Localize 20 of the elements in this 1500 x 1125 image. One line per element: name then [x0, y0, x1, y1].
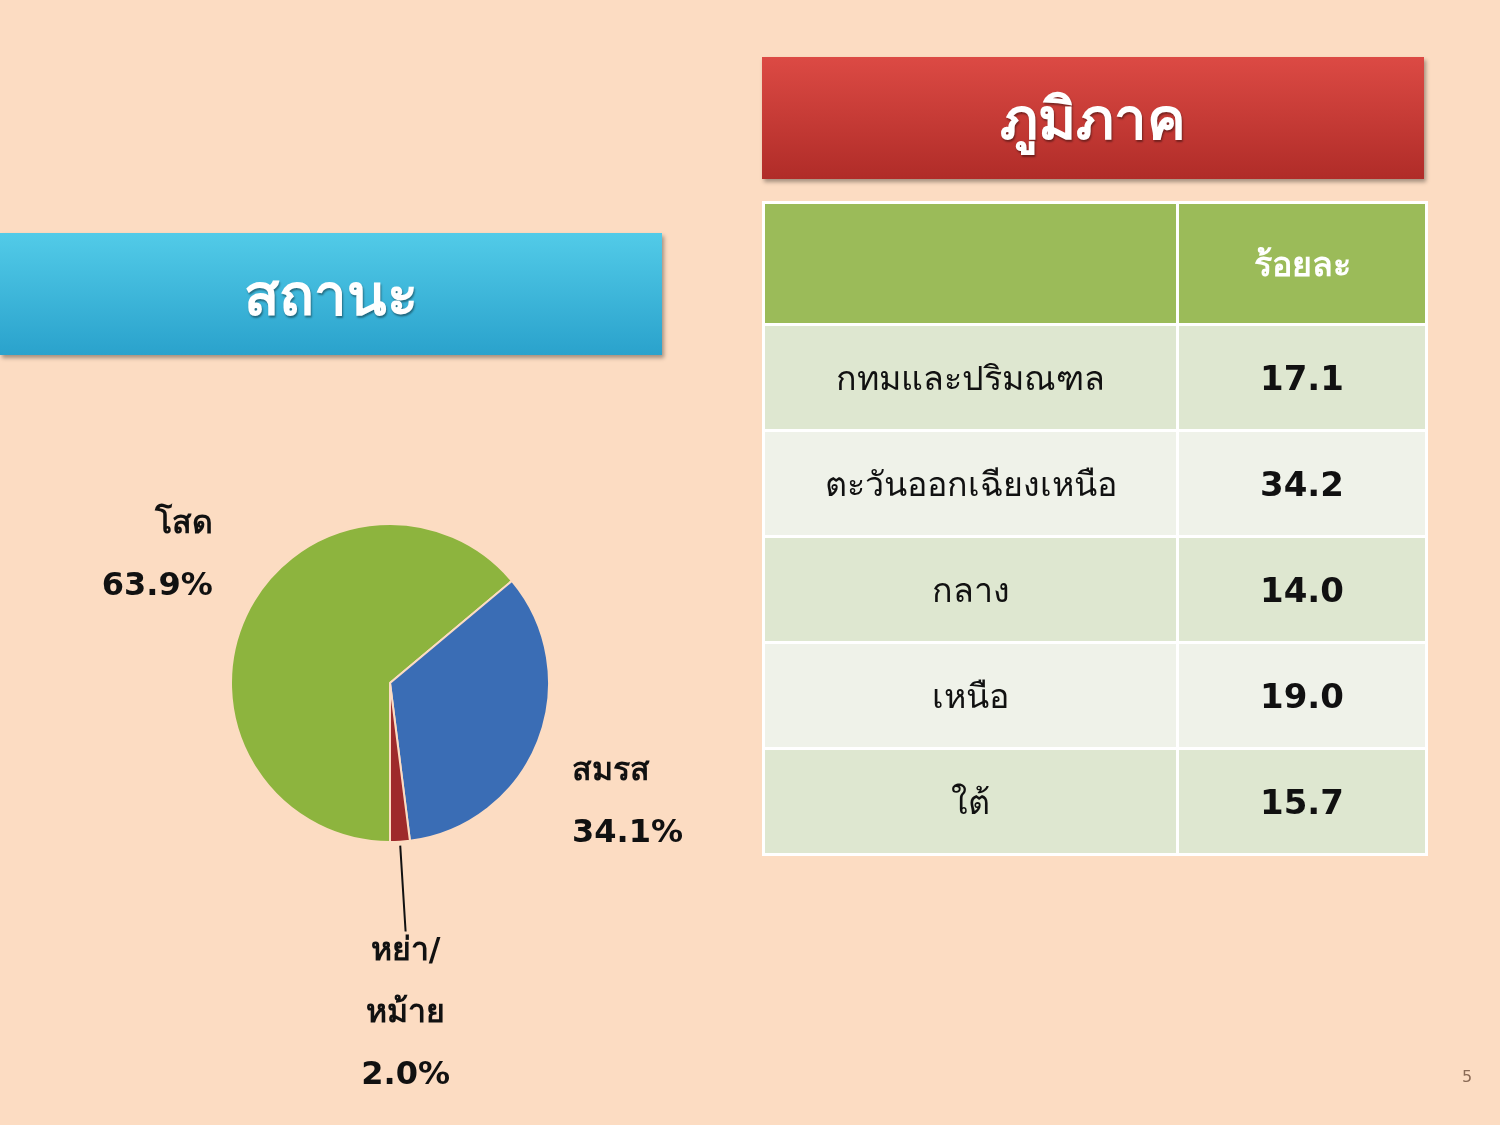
data-label: 14.0	[1260, 569, 1344, 610]
slice-label: โสด	[153, 503, 213, 542]
data-label: 19.0	[1260, 675, 1344, 716]
category-label: ตะวันออกเฉียงเหนือ	[824, 463, 1117, 504]
data-label: 15.7	[1260, 781, 1344, 822]
slice-label: สมรส	[571, 750, 650, 789]
chart-title: สถานะ	[244, 259, 418, 331]
data-label: 34.1%	[571, 812, 683, 851]
data-label: 2.0%	[361, 1053, 451, 1092]
slice-label: หย่า/หม้าย	[366, 929, 446, 1030]
data-label: 17.1	[1260, 357, 1344, 398]
category-label: ใต้	[951, 781, 990, 822]
text: ภูมิภาค	[1000, 83, 1186, 157]
data-label: 34.2	[1260, 463, 1344, 504]
data-label: 63.9%	[101, 565, 213, 604]
text: ร้อยละ	[1253, 243, 1351, 284]
category-label: กลาง	[931, 569, 1010, 610]
category-label: กทมและปริมณฑล	[836, 357, 1105, 398]
category-label: เหนือ	[932, 675, 1009, 716]
text: 5	[1462, 1067, 1473, 1086]
